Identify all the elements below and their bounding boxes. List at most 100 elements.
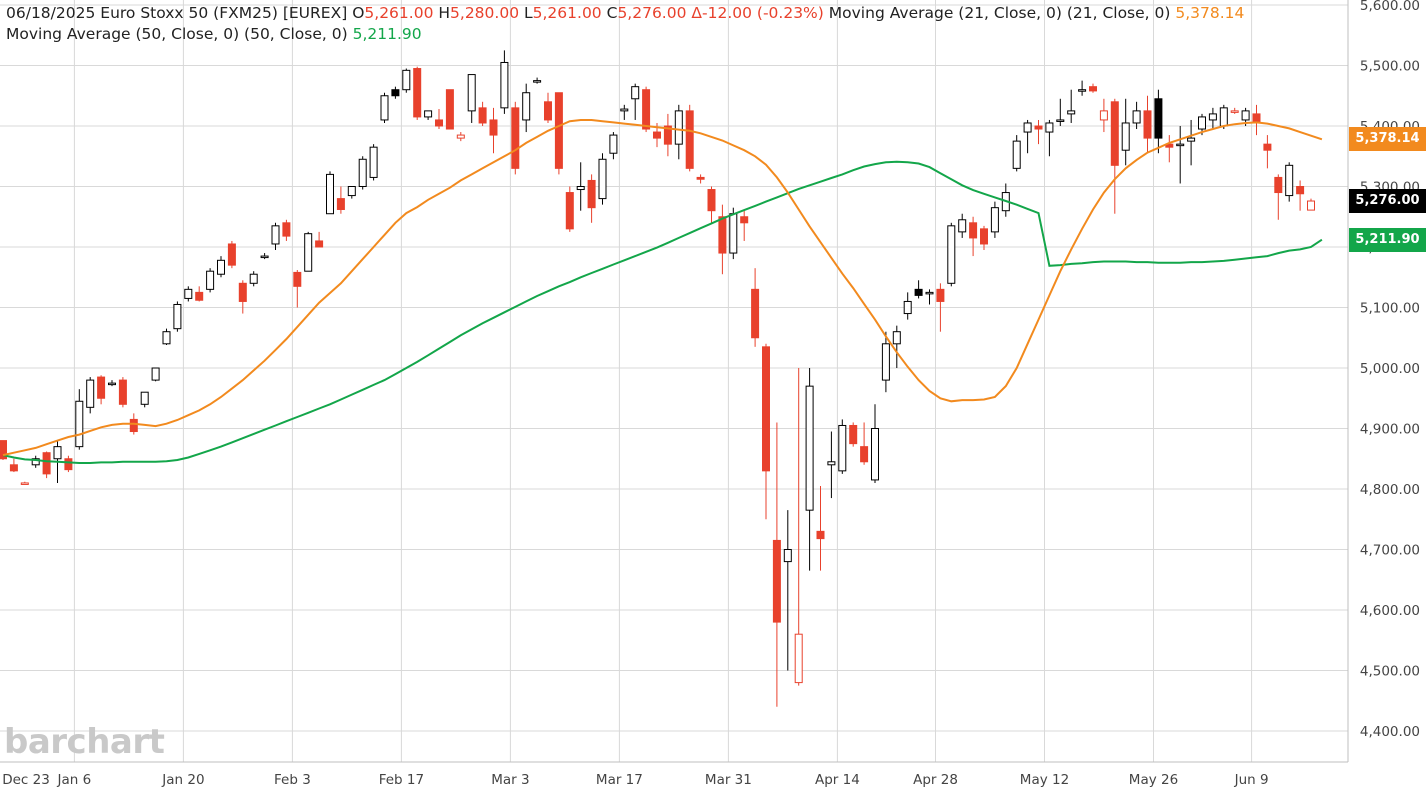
candle-body	[598, 158, 607, 200]
y-tick-label: 4,800.00	[1360, 482, 1420, 498]
candle	[249, 271, 258, 287]
candle-body	[173, 303, 182, 330]
candle-body	[1198, 116, 1206, 130]
candle	[293, 269, 302, 308]
candle	[871, 404, 879, 483]
x-tick-label: May 12	[1020, 772, 1069, 788]
candle-body	[20, 482, 29, 485]
candle-body	[140, 391, 149, 405]
candle	[696, 174, 705, 184]
candle	[358, 156, 367, 190]
candle-body	[1219, 107, 1228, 127]
candle	[892, 325, 901, 368]
candle	[1187, 119, 1196, 166]
candle-body	[1263, 143, 1272, 151]
candle	[838, 419, 847, 474]
candle	[1099, 98, 1108, 133]
ma50-line	[2, 160, 1323, 464]
candle-body	[674, 110, 683, 145]
candle-body	[838, 424, 847, 472]
candle	[1023, 119, 1032, 154]
candle	[0, 440, 7, 460]
candle-body	[315, 240, 324, 248]
candle-body	[489, 119, 498, 136]
candle	[369, 144, 378, 181]
candle	[9, 458, 18, 473]
candle	[1296, 180, 1305, 211]
candle	[631, 83, 640, 120]
candle-body	[609, 134, 618, 154]
y-tick-label: 4,700.00	[1360, 543, 1420, 559]
candle-body	[380, 95, 389, 121]
candle-body	[86, 379, 95, 408]
candle-body	[729, 213, 738, 254]
candle	[97, 375, 106, 405]
candle-body	[1012, 140, 1021, 169]
candle-body	[925, 291, 934, 295]
candle	[958, 213, 967, 238]
candle	[162, 328, 171, 346]
candle-body	[533, 80, 542, 83]
y-tick-label: 4,900.00	[1360, 422, 1420, 438]
x-tick-label: Mar 3	[491, 772, 529, 788]
candle-body	[206, 270, 215, 290]
x-tick-label: Jan 20	[161, 772, 204, 788]
candle	[609, 132, 618, 160]
moving-average-lines	[2, 119, 1323, 464]
candle	[326, 171, 334, 215]
candle	[118, 377, 127, 408]
candle	[1230, 107, 1239, 114]
candle-body	[903, 300, 912, 315]
candlesticks	[0, 50, 1315, 707]
candle	[816, 485, 825, 571]
candle	[1252, 104, 1261, 136]
candle	[402, 68, 411, 93]
candle	[772, 422, 781, 707]
candle	[413, 66, 422, 120]
legend-ma50-value: 5,211.90	[352, 25, 422, 43]
candle	[990, 201, 999, 238]
candle-body	[249, 273, 258, 284]
candle-body	[1099, 110, 1108, 121]
legend-symbol: Euro Stoxx 50 (FXM25) [EUREX]	[100, 4, 348, 22]
candle	[805, 368, 814, 571]
candle-body	[587, 179, 596, 209]
candle-body	[1296, 186, 1305, 195]
candle	[1056, 98, 1065, 126]
candle	[794, 368, 803, 686]
candle-body	[1176, 143, 1185, 147]
x-tick-label: Mar 17	[596, 772, 643, 788]
ma21-line	[2, 119, 1323, 457]
candle-body	[1132, 110, 1141, 124]
candle-body	[631, 86, 640, 100]
candle	[881, 331, 890, 393]
candle	[435, 109, 443, 130]
candle-body	[1045, 122, 1054, 133]
y-tick-label: 5,100.00	[1360, 301, 1420, 317]
candle-body	[969, 222, 978, 239]
candle	[783, 510, 792, 671]
y-tick-label: 5,000.00	[1360, 361, 1420, 377]
candle-body	[1307, 200, 1315, 211]
candle-body	[467, 74, 476, 112]
candle-body	[456, 134, 465, 139]
candle-body	[151, 367, 160, 381]
candle	[108, 380, 116, 387]
candle-body	[500, 61, 509, 109]
candle-body	[1056, 119, 1065, 122]
candle-body	[1121, 122, 1130, 151]
candle	[969, 216, 978, 257]
candle-body	[402, 69, 411, 91]
legend-close-value: 5,276.00	[617, 4, 687, 22]
candle	[64, 455, 73, 473]
candle	[1285, 162, 1294, 202]
candle-body	[1187, 137, 1196, 142]
candle-body	[511, 107, 520, 169]
x-tick-label: Apr 28	[913, 772, 958, 788]
candle	[903, 292, 912, 320]
candle	[1121, 98, 1130, 166]
candle	[1045, 119, 1054, 157]
candle-body	[958, 219, 967, 233]
candle-body	[663, 125, 672, 145]
